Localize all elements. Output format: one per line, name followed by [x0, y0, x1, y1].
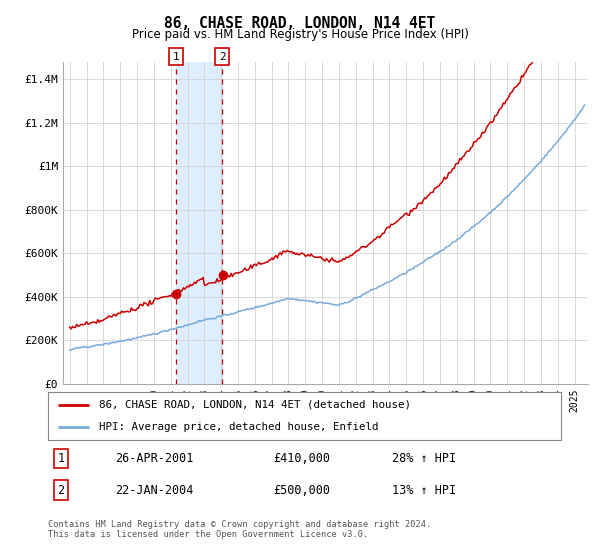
Text: 2: 2: [57, 483, 64, 497]
Text: £410,000: £410,000: [274, 452, 331, 465]
Bar: [176, 62, 222, 384]
Text: 26-APR-2001: 26-APR-2001: [115, 452, 193, 465]
Text: 2: 2: [219, 52, 226, 62]
Text: HPI: Average price, detached house, Enfield: HPI: Average price, detached house, Enfi…: [100, 422, 379, 432]
Text: 13% ↑ HPI: 13% ↑ HPI: [392, 483, 456, 497]
Text: Price paid vs. HM Land Registry's House Price Index (HPI): Price paid vs. HM Land Registry's House …: [131, 28, 469, 41]
Text: £500,000: £500,000: [274, 483, 331, 497]
Text: 28% ↑ HPI: 28% ↑ HPI: [392, 452, 456, 465]
Text: 86, CHASE ROAD, LONDON, N14 4ET (detached house): 86, CHASE ROAD, LONDON, N14 4ET (detache…: [100, 400, 412, 410]
Text: 1: 1: [57, 452, 64, 465]
Text: Contains HM Land Registry data © Crown copyright and database right 2024.
This d: Contains HM Land Registry data © Crown c…: [48, 520, 431, 539]
Text: 22-JAN-2004: 22-JAN-2004: [115, 483, 193, 497]
Text: 1: 1: [173, 52, 179, 62]
Text: 86, CHASE ROAD, LONDON, N14 4ET: 86, CHASE ROAD, LONDON, N14 4ET: [164, 16, 436, 31]
